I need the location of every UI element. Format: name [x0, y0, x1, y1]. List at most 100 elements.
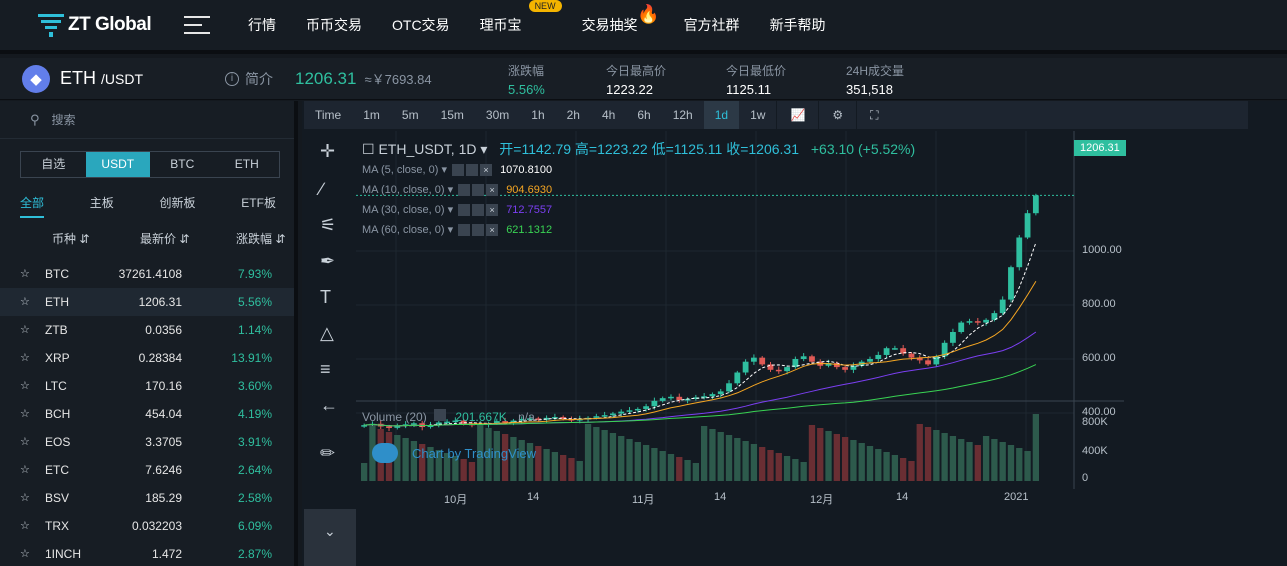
tab-eth[interactable]: ETH	[234, 157, 259, 171]
pattern-icon[interactable]: △	[320, 323, 334, 343]
gear-icon[interactable]	[472, 224, 485, 237]
star-icon[interactable]: ☆	[20, 324, 30, 336]
star-icon[interactable]: ☆	[20, 464, 30, 476]
col-coin[interactable]: 币种 ⇵	[52, 230, 89, 247]
tab-usdt[interactable]: USDT	[85, 152, 150, 177]
market-row[interactable]: ☆ EOS 3.3705 3.91%	[0, 428, 294, 456]
gear-icon[interactable]	[472, 184, 485, 197]
eye-icon[interactable]	[434, 409, 447, 421]
eye-icon[interactable]	[458, 204, 471, 217]
timeframe-5m[interactable]: 5m	[401, 108, 419, 122]
star-icon[interactable]: ☆	[20, 380, 30, 392]
timeframe-1m[interactable]: 1m	[363, 108, 380, 122]
fullscreen-icon[interactable]: ⛶	[856, 101, 891, 129]
logo[interactable]: ZT Global	[36, 11, 176, 39]
market-row[interactable]: ☆ ETH 1206.31 5.56%	[0, 288, 294, 316]
volume-legend: Volume (20) 201.667K n/a	[362, 409, 535, 424]
indicators-icon[interactable]: 📈	[776, 101, 818, 129]
col-price[interactable]: 最新价 ⇵	[140, 230, 189, 247]
timeframe-15m[interactable]: 15m	[440, 108, 464, 122]
nav-community[interactable]: 官方社群	[683, 17, 740, 33]
crosshair-icon[interactable]: ✛	[320, 141, 336, 161]
search-input[interactable]: 搜索	[51, 113, 76, 127]
close-icon[interactable]: ×	[486, 184, 499, 197]
row-price: 1206.31	[138, 295, 182, 309]
nav-spot-trading[interactable]: 币币交易	[306, 17, 362, 33]
eye-icon[interactable]	[458, 224, 471, 237]
eye-icon[interactable]	[458, 184, 471, 197]
market-row[interactable]: ☆ 1INCH 1.472 2.87%	[0, 540, 294, 566]
cat-all[interactable]: 全部	[20, 194, 45, 218]
volume-bar	[468, 462, 476, 481]
trend-line-icon[interactable]: ∕	[320, 179, 324, 199]
timeframe-2h[interactable]: 2h	[566, 108, 580, 122]
market-row[interactable]: ☆ TRX 0.032203 6.09%	[0, 512, 294, 540]
market-row[interactable]: ☆ ZTB 0.0356 1.14%	[0, 316, 294, 344]
star-icon[interactable]: ☆	[20, 408, 30, 420]
market-row[interactable]: ☆ ETC 7.6246 2.64%	[0, 456, 294, 484]
candle-body	[867, 359, 873, 362]
cat-etf[interactable]: ETF板	[241, 196, 276, 210]
market-row[interactable]: ☆ LTC 170.16 3.60%	[0, 372, 294, 400]
volume-bar	[692, 463, 700, 481]
star-icon[interactable]: ☆	[20, 352, 30, 364]
nav-lottery[interactable]: 交易抽奖 🔥	[582, 4, 660, 35]
intro-link[interactable]: i 简介	[225, 69, 273, 89]
timeframe-30m[interactable]: 30m	[485, 108, 510, 122]
timeframe-1h[interactable]: 1h	[531, 108, 545, 122]
legend-toggle-icon[interactable]: ☐	[362, 141, 375, 157]
nav-otc[interactable]: OTC交易	[392, 17, 450, 33]
star-icon[interactable]: ☆	[20, 296, 30, 308]
timeframe-12h[interactable]: 12h	[672, 108, 693, 122]
timeframe-4h[interactable]: 4h	[601, 108, 616, 122]
timeframe-1d[interactable]: 1d	[703, 101, 740, 129]
ma-legend-row[interactable]: MA (10, close, 0) ▾ × 904.6930	[362, 184, 553, 197]
gear-icon[interactable]	[472, 204, 485, 217]
timeframe-time[interactable]: Time	[315, 108, 342, 122]
star-icon[interactable]: ☆	[20, 520, 30, 532]
back-arrow-icon[interactable]: ←	[320, 395, 338, 415]
eye-icon[interactable]	[452, 164, 465, 177]
ruler-icon[interactable]: ✏	[320, 443, 336, 463]
ma-legend-row[interactable]: MA (5, close, 0) ▾ × 1070.8100	[362, 164, 553, 177]
market-row[interactable]: ☆ BCH 454.04 4.19%	[0, 400, 294, 428]
volume-bar	[618, 436, 625, 481]
menu-icon[interactable]	[184, 16, 210, 34]
cat-main[interactable]: 主板	[89, 196, 114, 210]
market-row[interactable]: ☆ BTC 37261.4108 7.93%	[0, 260, 294, 288]
star-icon[interactable]: ☆	[20, 548, 30, 560]
search-box[interactable]: ⚲ 搜索	[0, 101, 294, 139]
close-icon[interactable]: ×	[486, 224, 499, 237]
candlestick-chart[interactable]	[356, 131, 1124, 489]
col-change[interactable]: 涨跌幅 ⇵	[236, 230, 285, 247]
star-icon[interactable]: ☆	[20, 492, 30, 504]
nav-market[interactable]: 行情	[248, 17, 276, 33]
ma-legend-row[interactable]: MA (60, close, 0) ▾ × 621.1312	[362, 224, 553, 237]
timeframe-6h[interactable]: 6h	[637, 108, 651, 122]
tradingview-watermark[interactable]: Chart by TradingView	[372, 443, 536, 463]
chart-symbol[interactable]: ETH_USDT, 1D	[378, 141, 477, 157]
close-icon[interactable]: ×	[486, 204, 499, 217]
market-row[interactable]: ☆ BSV 185.29 2.58%	[0, 484, 294, 512]
nav-help[interactable]: 新手帮助	[769, 17, 826, 33]
candle-body	[1016, 237, 1023, 268]
tab-favorites[interactable]: 自选	[41, 157, 66, 171]
measure-icon[interactable]: ≡	[320, 359, 331, 379]
settings-icon[interactable]: ⚙	[818, 101, 856, 129]
text-icon[interactable]: T	[320, 287, 331, 307]
volume-bar	[659, 451, 666, 481]
stat-value: 1223.22	[606, 82, 653, 97]
timeframe-1w[interactable]: 1w	[750, 108, 766, 122]
ma-legend-row[interactable]: MA (30, close, 0) ▾ × 712.7557	[362, 204, 553, 217]
fib-icon[interactable]: ⚟	[320, 215, 337, 235]
brush-icon[interactable]: ✒	[320, 251, 336, 271]
toolbar-collapse[interactable]: ⌄	[304, 509, 356, 566]
star-icon[interactable]: ☆	[20, 268, 30, 280]
cat-innovation[interactable]: 创新板	[159, 196, 196, 210]
star-icon[interactable]: ☆	[20, 436, 30, 448]
close-icon[interactable]: ×	[480, 164, 493, 177]
gear-icon[interactable]	[466, 164, 479, 177]
nav-wealth[interactable]: 理币宝 NEW	[480, 0, 562, 35]
tab-btc[interactable]: BTC	[170, 157, 195, 171]
market-row[interactable]: ☆ XRP 0.28384 13.91%	[0, 344, 294, 372]
